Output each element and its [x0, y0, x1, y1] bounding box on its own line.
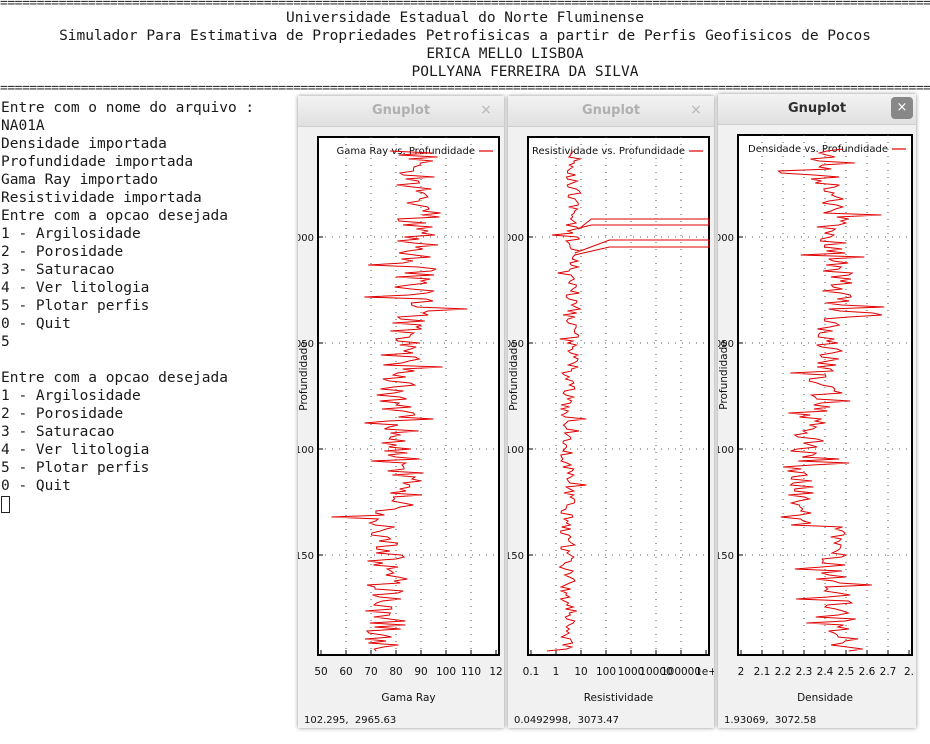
- gnuplot-window-resistivity[interactable]: Gnuplot × 0.1 1 10 100 1000 10000 100000 1e+ 000…: [508, 96, 714, 728]
- top-divider: ========================================…: [0, 0, 930, 8]
- mouse-coordinates: 102.295, 2965.63: [304, 715, 397, 726]
- x-tick-label: 110: [461, 666, 481, 678]
- x-tick-label: 90: [414, 666, 427, 678]
- x-tick-label: 10000: [639, 666, 672, 678]
- x-tick-label: 2.2: [775, 666, 792, 678]
- x-tick-label: 70: [364, 666, 377, 678]
- window-titlebar[interactable]: Gnuplot ×: [508, 96, 714, 127]
- window-title: Gnuplot: [371, 103, 431, 118]
- y-tick-label: 150: [298, 551, 314, 562]
- x-axis-label: Resistividade: [584, 692, 654, 704]
- text-cursor[interactable]: [1, 496, 10, 513]
- x-tick-label: 10: [574, 666, 587, 678]
- y-tick-label: 000: [508, 233, 524, 244]
- x-tick-label: 100: [596, 666, 616, 678]
- x-tick-label: 100000: [661, 666, 701, 678]
- bottom-divider: ========================================…: [0, 85, 930, 93]
- y-tick-label: 050: [508, 339, 524, 350]
- x-tick-label: 2.7: [880, 666, 897, 678]
- x-tick-label: 0.1: [523, 666, 540, 678]
- y-axis-label: Profundidade: [508, 341, 520, 410]
- mouse-coordinates: 0.0492998, 3073.47: [514, 715, 619, 726]
- x-tick-label: 1000: [618, 666, 645, 678]
- legend-label: Resistividade vs. Profundidade: [532, 146, 685, 157]
- plot-canvas[interactable]: 2 2.1 2.2 2.3 2.4 2.5 2.6 2.7 2. 000 050 100 150 Dens…: [718, 125, 916, 707]
- input-filename: NA01A: [1, 118, 45, 134]
- x-axis-label: Gama Ray: [381, 692, 435, 704]
- y-axis-label: Profundidade: [298, 341, 310, 410]
- menu-option: 4 - Ver litologia: [1, 280, 150, 296]
- menu-option: 5 - Plotar perfis: [1, 298, 150, 314]
- y-axis-label: Profundidade: [718, 340, 730, 409]
- x-tick-label: 2.4: [817, 666, 834, 678]
- x-tick-label: 80: [389, 666, 402, 678]
- y-tick-label: 050: [298, 339, 314, 350]
- log-curve: [546, 150, 710, 652]
- header-program-title: Simulador Para Estimativa de Propriedade…: [59, 28, 871, 44]
- y-tick-label: 050: [718, 339, 734, 350]
- plot-canvas[interactable]: 0.1 1 10 100 1000100001000001e+000050100150R…: [508, 127, 714, 707]
- prompt-filename: Entre com o nome do arquivo :: [1, 100, 255, 116]
- window-title: Gnuplot: [787, 101, 847, 116]
- x-tick-label: 50: [314, 666, 327, 678]
- y-tick-label: 100: [718, 445, 734, 456]
- x-tick-label: 1e+: [695, 666, 714, 678]
- menu-option: 3 - Saturacao: [1, 262, 115, 278]
- menu-option: 3 - Saturacao: [1, 424, 115, 440]
- menu-option: 0 - Quit: [1, 478, 71, 494]
- y-tick-label: 000: [718, 233, 734, 244]
- legend-label: Densidade vs. Profundidade: [748, 144, 888, 155]
- x-tick-label: 60: [339, 666, 352, 678]
- header-author-2: POLLYANA FERREIRA DA SILVA: [411, 64, 639, 80]
- menu-option: 1 - Argilosidade: [1, 226, 141, 242]
- window-title: Gnuplot: [581, 103, 641, 118]
- y-tick-label: 150: [718, 551, 734, 562]
- close-icon[interactable]: ×: [690, 102, 702, 118]
- plot-frame: [527, 136, 710, 656]
- gnuplot-window-gamma-ray[interactable]: Gnuplot × 50 60 70 80 90 100 110 12 000 050 100 150…: [298, 96, 504, 728]
- x-tick-label: 12: [489, 666, 502, 678]
- gnuplot-window-density[interactable]: Gnuplot × 2 2.1 2.2 2.3 2.4 2.5 2.6 2.7 2. 000 050…: [718, 94, 916, 728]
- x-tick-label: 2.3: [796, 666, 813, 678]
- status-line: Profundidade importada: [1, 154, 194, 170]
- menu-option: 0 - Quit: [1, 316, 71, 332]
- x-tick-label: 2.5: [838, 666, 855, 678]
- menu-option: 4 - Ver litologia: [1, 442, 150, 458]
- y-tick-label: 000: [298, 233, 314, 244]
- header-university: Universidade Estadual do Norte Fluminens…: [286, 10, 644, 26]
- status-line: Gama Ray importado: [1, 172, 159, 188]
- plot-canvas[interactable]: 50 60 70 80 90 100 110 12 000 050 100 150 Gama Ray Pr…: [298, 127, 504, 707]
- y-tick-label: 150: [508, 551, 524, 562]
- log-curve: [331, 150, 468, 652]
- menu-option: 2 - Porosidade: [1, 244, 124, 260]
- window-titlebar[interactable]: Gnuplot ×: [298, 96, 504, 127]
- header-author-1: ERICA MELLO LISBOA: [426, 46, 584, 62]
- status-line: Resistividade importada: [1, 190, 202, 206]
- menu-prompt: Entre com a opcao desejada: [1, 370, 228, 386]
- close-icon[interactable]: ×: [480, 102, 492, 118]
- close-icon[interactable]: ×: [891, 97, 913, 119]
- x-tick-label: 2.6: [859, 666, 876, 678]
- menu-option: 5 - Plotar perfis: [1, 460, 150, 476]
- x-tick-label: 100: [436, 666, 456, 678]
- status-line: Densidade importada: [1, 136, 167, 152]
- y-tick-label: 100: [508, 445, 524, 456]
- y-tick-label: 100: [298, 445, 314, 456]
- x-axis-label: Densidade: [797, 692, 853, 704]
- log-curve: [777, 148, 885, 652]
- x-tick-label: 2.1: [754, 666, 771, 678]
- user-input: 5: [1, 334, 10, 350]
- mouse-coordinates: 1.93069, 3072.58: [724, 715, 817, 726]
- menu-option: 1 - Argilosidade: [1, 388, 141, 404]
- menu-prompt: Entre com a opcao desejada: [1, 208, 228, 224]
- plot-frame: [317, 136, 500, 656]
- menu-option: 2 - Porosidade: [1, 406, 124, 422]
- x-tick-label: 2: [738, 666, 745, 678]
- x-tick-label: 1: [553, 666, 560, 678]
- window-titlebar[interactable]: Gnuplot ×: [718, 94, 916, 125]
- x-tick-label: 2.: [904, 666, 914, 678]
